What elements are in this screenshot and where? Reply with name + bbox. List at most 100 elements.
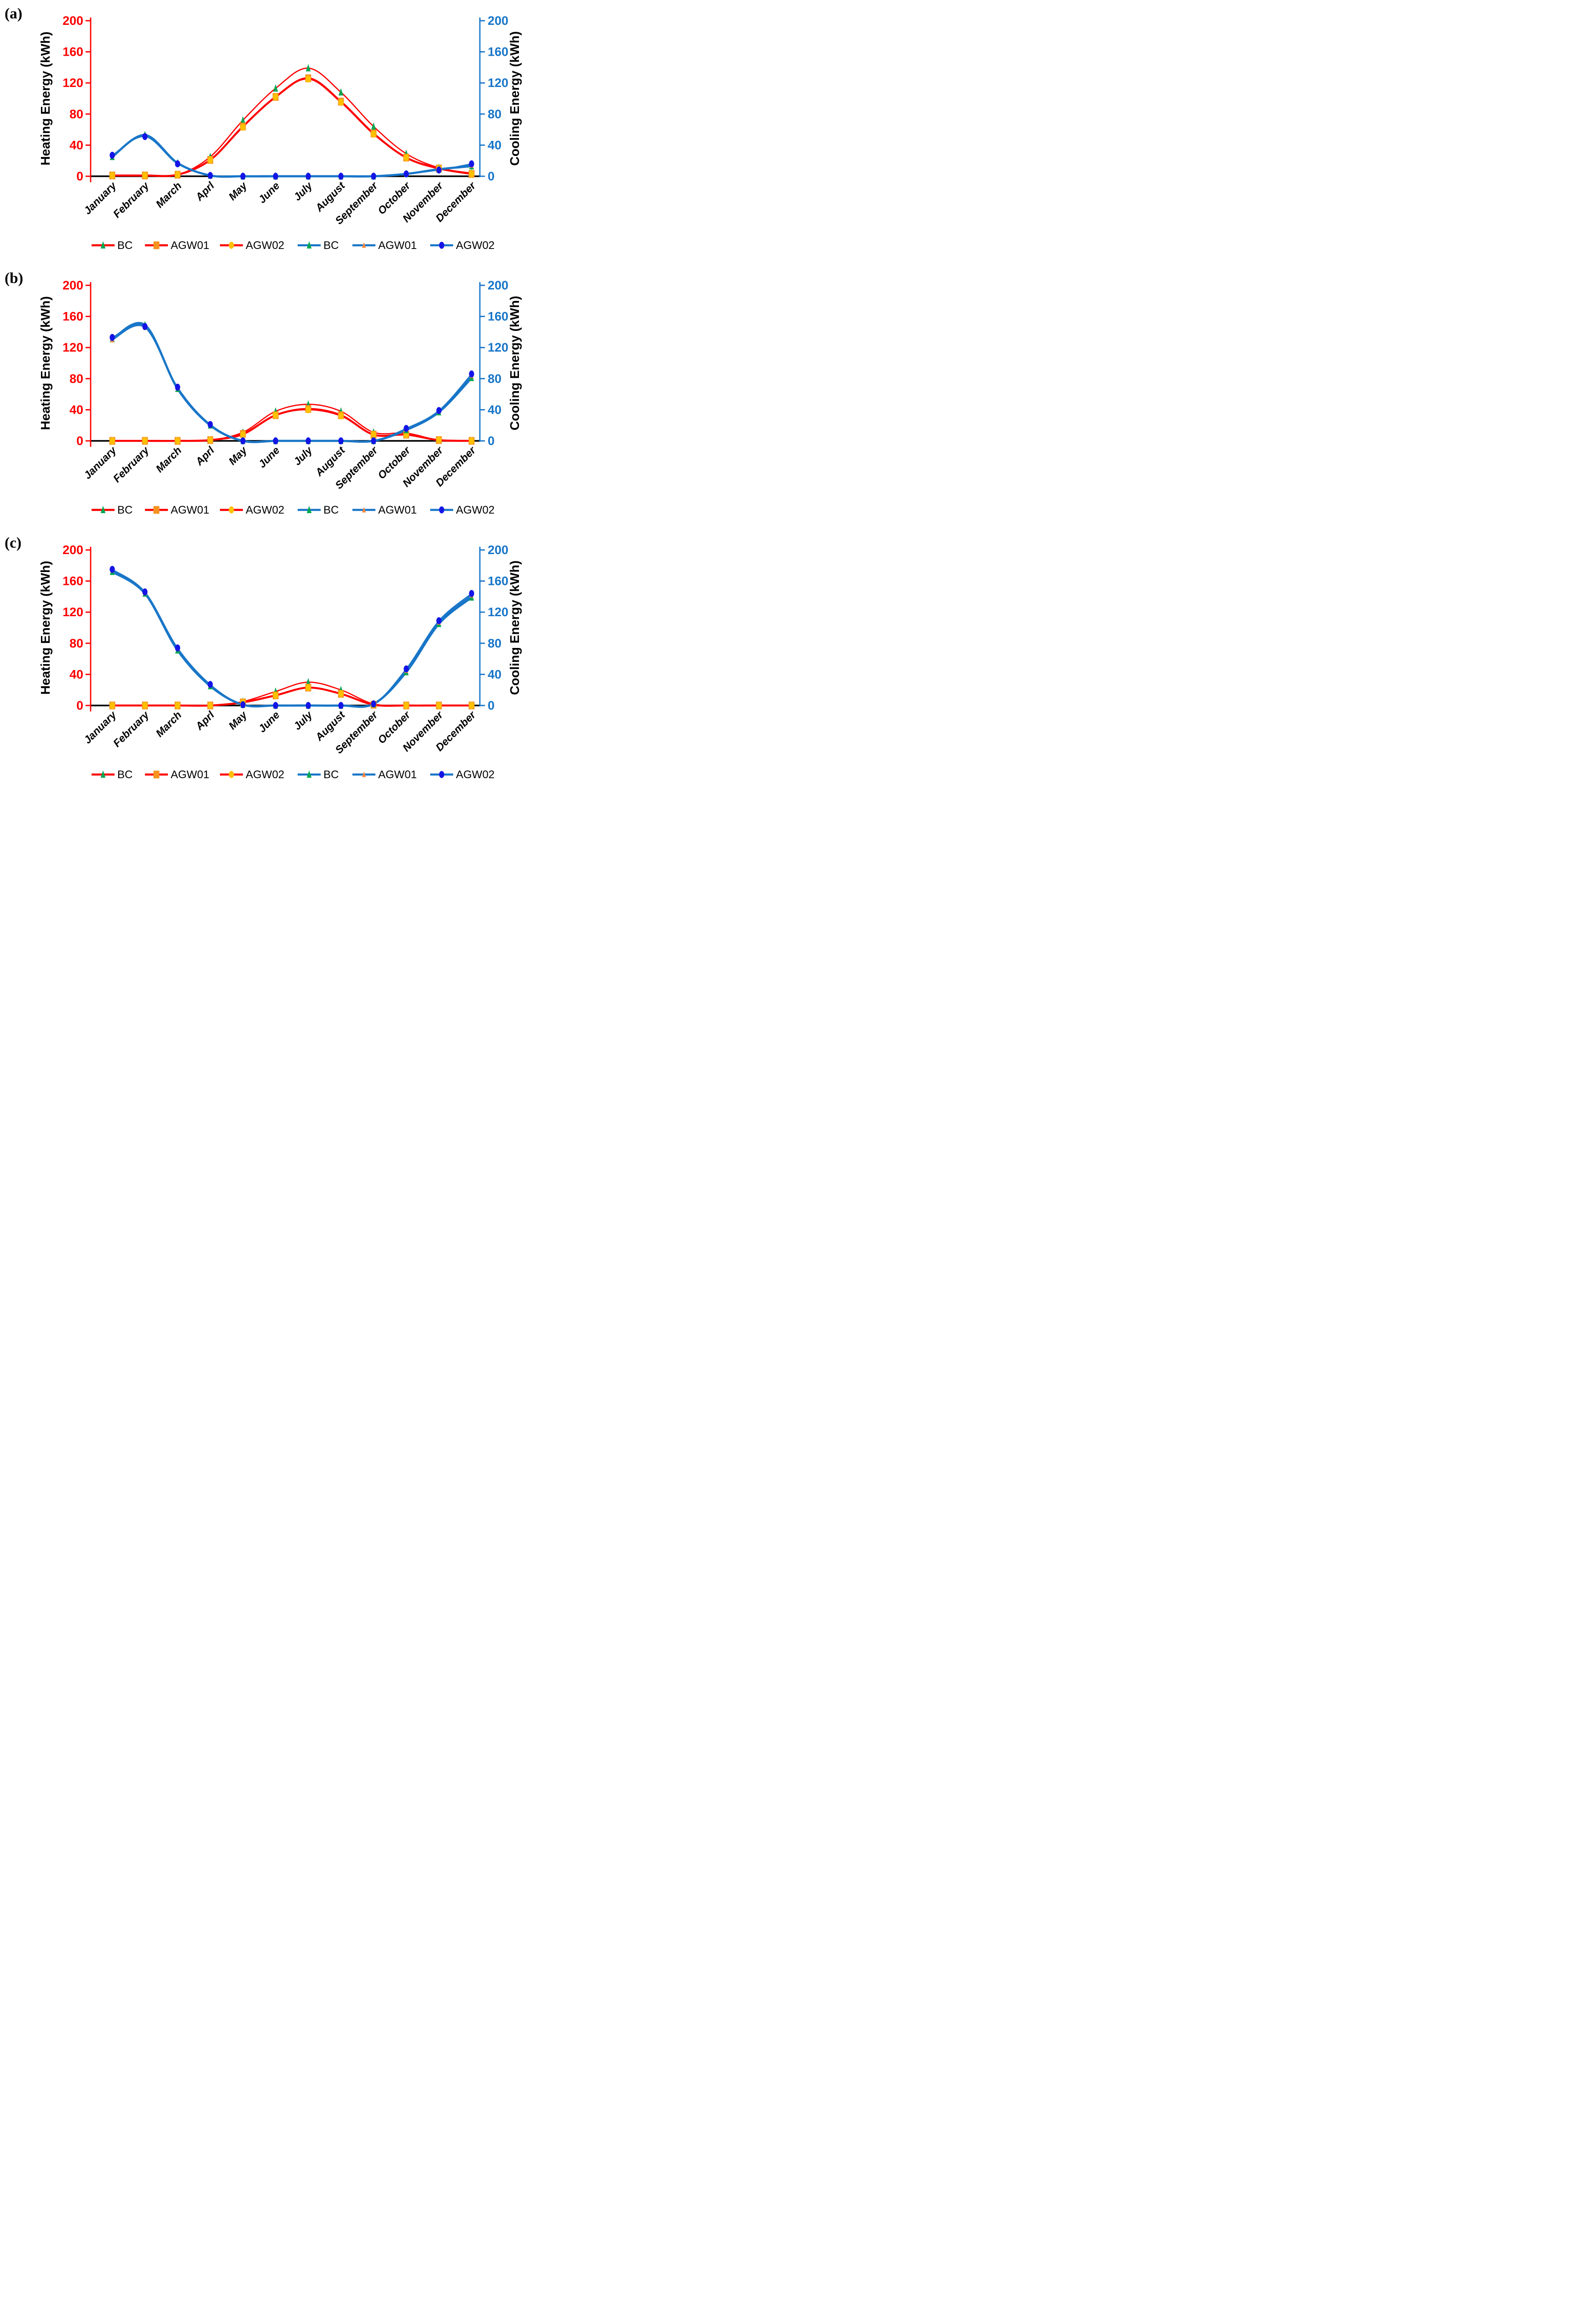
cooling-agw02-circle-marker [207, 681, 213, 688]
legend-heating-agw01-label: AGW01 [171, 239, 209, 252]
cooling-agw01-line [111, 135, 472, 178]
right-tick-label: 80 [488, 372, 501, 386]
cooling-agw02-circle-marker [207, 421, 213, 428]
month-label: February [111, 444, 152, 485]
month-label: June [256, 709, 282, 734]
legend-cooling-agw01-triangle-marker [362, 242, 366, 248]
cooling-agw02-circle-marker [175, 644, 180, 652]
left-tick-label: 160 [63, 310, 83, 324]
cooling-agw02-circle-marker [338, 173, 344, 180]
month-label: July [291, 708, 315, 732]
month-label: February [111, 708, 152, 749]
heating-bc-triangle-marker [338, 88, 344, 96]
heating-agw02-circle-marker [469, 437, 474, 445]
legend-heating-bc-triangle-marker [100, 770, 106, 778]
chart-panel-a: 0 40 80 120 160 200 0 40 80 120 160 200 Heating Ener… [38, 14, 522, 252]
month-label: July [291, 179, 315, 203]
month-label: May [226, 444, 250, 467]
left-axis-title: Heating Energy (kWh) [38, 296, 52, 430]
cooling-agw02-line [111, 569, 472, 708]
left-tick-label: 40 [69, 403, 83, 416]
month-label: May [226, 708, 250, 732]
cooling-agw02-circle-marker [175, 383, 180, 391]
left-axis-title: Heating Energy (kWh) [38, 561, 52, 695]
cooling-agw02-circle-marker [305, 702, 311, 709]
legend-heating-agw01-square-marker [153, 241, 160, 249]
cooling-agw02-circle-marker [469, 590, 474, 597]
month-label: June [256, 444, 282, 470]
left-tick-label: 0 [76, 169, 83, 183]
panel-b: (b) 0 40 80 120 160 200 0 40 80 120 160 200 Heating … [0, 265, 532, 529]
heating-agw02-circle-marker [240, 123, 246, 131]
left-tick-label: 80 [69, 107, 83, 121]
left-tick-label: 200 [63, 543, 83, 557]
right-tick-label: 160 [488, 574, 508, 588]
right-tick-label: 200 [488, 543, 508, 557]
left-tick-label: 120 [63, 341, 83, 354]
left-axis-title: Heating Energy (kWh) [38, 32, 52, 166]
right-tick-label: 80 [488, 107, 501, 121]
legend-cooling-bc-triangle-marker [306, 770, 312, 778]
cooling-agw02-circle-marker [142, 323, 148, 330]
heating-agw02-line [111, 687, 472, 706]
left-tick-label: 160 [63, 574, 83, 588]
legend-cooling-bc-triangle-marker [306, 506, 312, 513]
heating-bc-triangle-marker [371, 122, 376, 130]
cooling-bc-line [111, 134, 473, 178]
cooling-bc-line [111, 570, 473, 708]
heating-agw02-circle-marker [273, 411, 278, 419]
legend-heating-agw02-label: AGW02 [246, 239, 284, 252]
legend-cooling-agw01-triangle-marker [362, 507, 366, 513]
cooling-agw02-circle-marker [371, 437, 376, 445]
heating-agw02-circle-marker [207, 436, 213, 444]
month-label: July [291, 444, 315, 468]
heating-agw01-line [111, 77, 473, 177]
month-label: Aprl [193, 444, 217, 468]
legend-heating-bc-label: BC [117, 504, 133, 516]
chart-panel-b: 0 40 80 120 160 200 0 40 80 120 160 200 Heating Ener… [38, 278, 522, 516]
month-label: February [111, 179, 152, 220]
panel-b-label: (b) [5, 270, 23, 287]
left-tick-label: 200 [63, 14, 83, 28]
heating-agw02-circle-marker [338, 98, 344, 106]
heating-agw02-circle-marker [109, 702, 115, 709]
cooling-agw02-circle-marker [436, 617, 442, 624]
heating-bc-line [111, 681, 472, 706]
cooling-agw02-circle-marker [371, 700, 376, 708]
legend-cooling-agw02-circle-marker [439, 506, 444, 514]
legend-cooling-agw01-label: AGW01 [378, 769, 417, 781]
legend-heating-agw01-label: AGW01 [171, 769, 209, 781]
legend-cooling-agw02-label: AGW02 [456, 504, 495, 516]
legend-cooling-bc-triangle-marker [306, 241, 312, 249]
cooling-agw02-circle-marker [371, 173, 376, 180]
right-tick-label: 40 [488, 138, 501, 152]
heating-agw02-circle-marker [109, 172, 115, 179]
legend-cooling-agw02-circle-marker [439, 771, 444, 778]
left-tick-label: 40 [69, 667, 83, 681]
cooling-agw02-circle-marker [109, 566, 115, 573]
cooling-agw02-circle-marker [240, 701, 246, 708]
left-tick-label: 120 [63, 76, 83, 90]
legend-heating-agw02-circle-marker [229, 506, 234, 514]
legend-cooling-agw02-label: AGW02 [456, 769, 495, 781]
cooling-agw02-circle-marker [207, 172, 213, 179]
left-tick-label: 0 [76, 434, 83, 448]
heating-agw02-circle-marker [469, 702, 474, 709]
legend-heating-bc-triangle-marker [100, 241, 106, 249]
cooling-agw02-circle-marker [305, 437, 311, 445]
cooling-agw02-circle-marker [469, 370, 474, 378]
heating-agw02-circle-marker [273, 692, 278, 699]
cooling-agw02-circle-marker [273, 702, 278, 709]
legend-cooling-agw02-label: AGW02 [456, 239, 495, 252]
month-label: June [256, 179, 282, 205]
cooling-agw02-circle-marker [403, 425, 409, 432]
cooling-agw02-circle-marker [436, 166, 442, 174]
heating-agw02-circle-marker [240, 431, 246, 439]
right-tick-label: 0 [488, 169, 495, 183]
heating-agw02-circle-marker [305, 684, 311, 691]
cooling-agw02-circle-marker [273, 437, 278, 445]
legend-heating-bc-label: BC [117, 239, 133, 252]
month-label: March [153, 709, 184, 739]
legend-cooling-bc-label: BC [323, 504, 339, 516]
cooling-agw02-line [111, 324, 472, 443]
